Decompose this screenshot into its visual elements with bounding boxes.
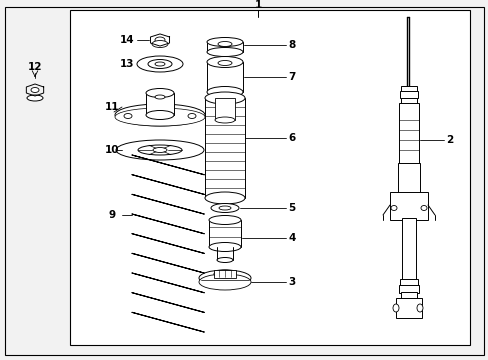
Text: 12: 12 (28, 62, 42, 72)
Bar (206, 42, 243, 52)
Text: 2: 2 (446, 135, 453, 145)
Ellipse shape (153, 148, 167, 153)
Bar (214, 270, 236, 278)
Text: 13: 13 (120, 59, 134, 69)
Ellipse shape (137, 56, 183, 72)
Ellipse shape (214, 270, 236, 278)
Bar (399, 279, 417, 286)
Text: 4: 4 (288, 233, 295, 243)
Ellipse shape (420, 206, 426, 211)
Ellipse shape (146, 111, 174, 120)
Ellipse shape (204, 92, 244, 104)
Text: 9: 9 (108, 210, 115, 220)
Ellipse shape (152, 40, 168, 48)
Ellipse shape (218, 60, 231, 66)
Ellipse shape (204, 192, 244, 204)
Bar (399, 91, 417, 98)
Bar (206, 62, 243, 92)
Bar (400, 86, 416, 92)
Bar (398, 103, 418, 165)
Ellipse shape (116, 140, 203, 160)
Ellipse shape (218, 41, 231, 46)
Ellipse shape (115, 104, 204, 126)
Bar (397, 163, 419, 195)
Text: 5: 5 (288, 203, 295, 213)
Bar (398, 285, 418, 293)
Ellipse shape (155, 37, 164, 43)
Bar (389, 192, 427, 220)
Bar (395, 298, 421, 318)
Ellipse shape (155, 62, 164, 66)
Bar (70, 10, 469, 345)
Text: 3: 3 (288, 277, 295, 287)
Ellipse shape (219, 206, 230, 210)
Text: 10: 10 (104, 145, 119, 155)
Ellipse shape (390, 206, 396, 211)
Ellipse shape (217, 257, 232, 262)
Ellipse shape (155, 95, 164, 99)
Ellipse shape (146, 89, 174, 98)
Text: 8: 8 (288, 40, 295, 50)
Ellipse shape (27, 95, 43, 101)
Ellipse shape (208, 243, 241, 252)
Ellipse shape (416, 304, 422, 312)
Ellipse shape (148, 59, 172, 68)
Text: 14: 14 (120, 35, 134, 45)
Ellipse shape (187, 113, 196, 118)
Bar (400, 292, 416, 300)
Ellipse shape (124, 113, 132, 118)
Ellipse shape (199, 270, 250, 286)
Ellipse shape (392, 304, 398, 312)
Ellipse shape (210, 203, 239, 212)
Bar (400, 98, 416, 104)
Bar (401, 218, 415, 280)
Text: 6: 6 (288, 133, 295, 143)
Ellipse shape (31, 87, 39, 93)
Ellipse shape (206, 48, 243, 57)
Ellipse shape (206, 37, 243, 46)
Ellipse shape (138, 145, 182, 155)
Ellipse shape (206, 57, 243, 68)
Bar (146, 93, 174, 115)
Ellipse shape (215, 117, 235, 123)
Bar (215, 98, 235, 120)
Ellipse shape (206, 86, 243, 98)
Ellipse shape (115, 108, 204, 126)
Text: 11: 11 (104, 102, 119, 112)
Ellipse shape (199, 274, 250, 290)
Text: 7: 7 (288, 72, 295, 82)
Ellipse shape (208, 216, 241, 225)
Text: 1: 1 (254, 0, 261, 10)
